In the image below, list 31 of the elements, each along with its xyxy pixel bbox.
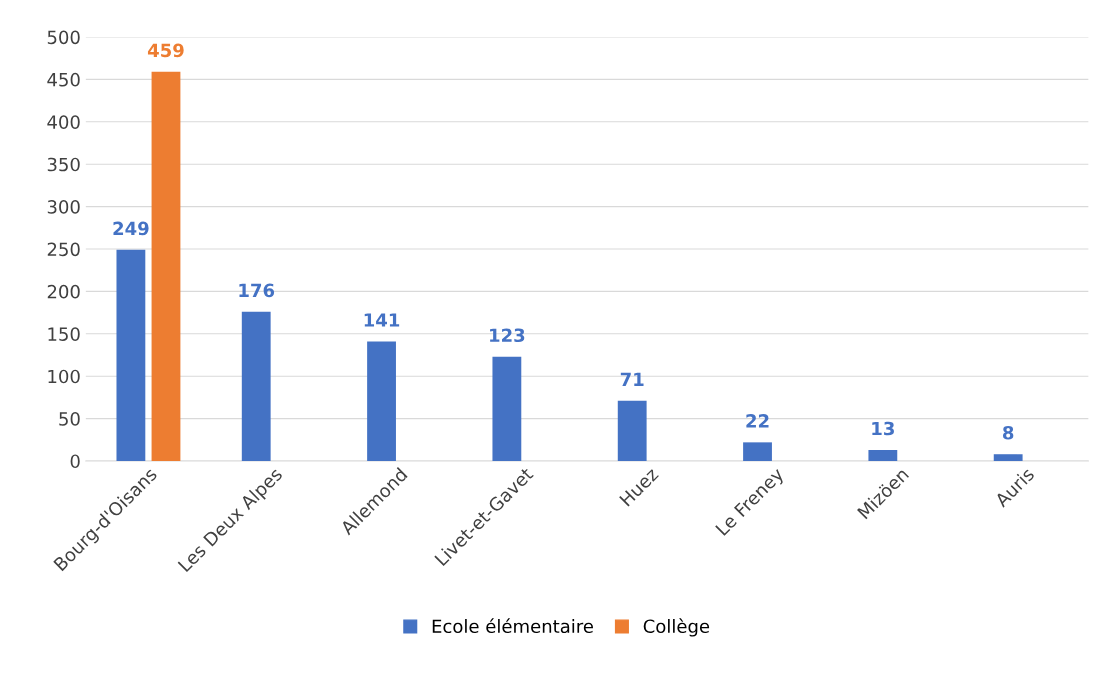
bar [492,356,522,461]
data-label: 123 [490,328,525,343]
data-label: 249 [113,221,149,236]
bar [617,400,647,461]
bar [743,442,772,461]
y-tick-label: 200 [47,284,80,299]
bar [151,71,181,461]
data-label: 22 [746,414,769,428]
data-label: 71 [620,372,644,386]
data-label: 13 [872,421,894,436]
y-tick-label: 100 [48,369,80,384]
y-tick-label: 250 [47,242,80,257]
data-label: 8 [1002,425,1014,440]
y-tick-label: 400 [47,115,80,129]
y-tick-label: 0 [70,454,80,469]
data-label: 141 [364,313,400,327]
y-tick-label: 300 [47,200,80,214]
bar [868,449,898,461]
bar [116,249,146,461]
bar [241,311,271,461]
bar [367,341,396,461]
y-tick-label: 350 [47,157,80,172]
data-label: 176 [239,283,275,298]
y-tick-label: 500 [47,30,80,45]
y-tick-label: 50 [59,412,80,426]
y-tick-label: 450 [47,72,80,87]
data-label: 459 [147,43,184,58]
bar [993,454,1023,461]
y-tick-label: 150 [48,327,80,341]
legend-label: Collège [643,618,710,637]
legend-label: Ecole élémentaire [432,618,593,634]
